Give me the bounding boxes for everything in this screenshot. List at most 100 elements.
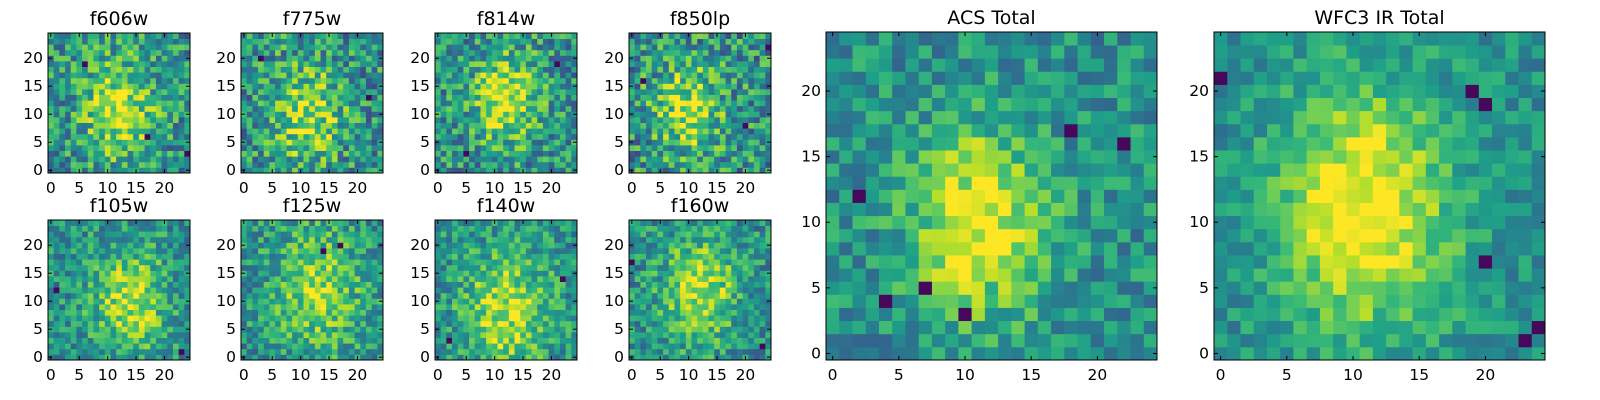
heatmap-cell (82, 150, 89, 157)
heatmap-cell (172, 145, 180, 151)
heatmap-cell (497, 236, 504, 243)
heatmap-cell (127, 315, 134, 322)
heatmap-cell (725, 337, 732, 344)
heatmap-cell (719, 133, 726, 140)
heatmap-cell (309, 298, 316, 305)
heatmap-cell (537, 337, 544, 344)
heatmap-cell (697, 348, 704, 355)
heatmap-cell (474, 315, 481, 322)
heatmap-cell (365, 343, 373, 350)
heatmap-cell (559, 61, 567, 67)
heatmap-cell (542, 343, 549, 350)
heatmap-cell (742, 298, 749, 305)
heatmap-cell (651, 276, 658, 282)
heatmap-cell (246, 220, 253, 226)
heatmap-cell (280, 122, 287, 129)
heatmap-cell (680, 276, 687, 282)
heatmap-cell (452, 332, 459, 338)
heatmap-cell (184, 337, 191, 344)
heatmap-cell (297, 139, 304, 146)
heatmap-cell (440, 72, 447, 79)
heatmap-cell (354, 100, 361, 107)
heatmap-cell (474, 225, 481, 232)
heatmap-cell (99, 89, 106, 95)
heatmap-cell (53, 145, 60, 151)
heatmap-cell (640, 49, 647, 56)
heatmap-cell (104, 100, 111, 107)
heatmap-cell (172, 66, 180, 73)
heatmap-cell (348, 128, 355, 135)
heatmap-cell (680, 145, 687, 151)
heatmap-cell (480, 100, 487, 107)
heatmap-cell (297, 100, 304, 107)
heatmap-cell (503, 83, 510, 90)
heatmap-cell (559, 270, 567, 277)
heatmap-cell (708, 156, 715, 163)
heatmap-cell (714, 72, 721, 79)
y-tick-label: 5 (33, 133, 43, 151)
heatmap-cell (150, 287, 157, 294)
heatmap-cell (326, 253, 333, 260)
heatmap-cell (178, 128, 185, 135)
heatmap-cell (87, 33, 94, 39)
heatmap-cell (685, 89, 692, 95)
x-tick-label: 15 (319, 179, 339, 197)
heatmap-cell (674, 117, 681, 123)
heatmap-cell (753, 354, 761, 361)
heatmap-cell (435, 66, 442, 73)
heatmap-cell (440, 337, 447, 344)
heatmap-cell (725, 128, 732, 135)
heatmap-cell (292, 270, 299, 277)
heatmap-cell (742, 122, 749, 129)
heatmap-cell (309, 133, 316, 140)
heatmap-cell (144, 298, 151, 305)
heatmap-cell (76, 343, 83, 350)
heatmap-cell (365, 292, 373, 299)
heatmap-cell (365, 309, 373, 316)
heatmap-cell (759, 55, 766, 62)
heatmap-cell (127, 94, 134, 101)
heatmap-cell (680, 326, 687, 333)
heatmap-cell (167, 270, 174, 277)
heatmap-cell (178, 220, 185, 226)
heatmap-cell (144, 315, 151, 322)
heatmap-cell (360, 332, 367, 338)
heatmap-cell (474, 111, 481, 118)
heatmap-cell (514, 117, 521, 123)
heatmap-cell (668, 89, 675, 95)
heatmap-cell (629, 161, 636, 168)
heatmap-cell (252, 231, 259, 238)
heatmap-cell (121, 38, 128, 45)
heatmap-cell (503, 242, 510, 249)
heatmap-cell (508, 89, 515, 95)
heatmap-cell (537, 49, 544, 56)
heatmap-cell (314, 128, 321, 135)
heatmap-cell (167, 122, 174, 129)
heatmap-cell (184, 253, 191, 260)
heatmap-cell (719, 128, 726, 135)
heatmap-cell (269, 55, 276, 62)
heatmap-cell (275, 304, 282, 310)
heatmap-cell (520, 281, 527, 288)
heatmap-cell (155, 44, 162, 51)
heatmap-cell (640, 156, 647, 163)
x-tick-label: 15 (319, 366, 339, 384)
heatmap-cell (765, 49, 772, 56)
heatmap-cell (371, 248, 378, 254)
heatmap-cell (48, 77, 55, 84)
heatmap-cell (93, 220, 100, 226)
heatmap-cell (371, 83, 378, 90)
heatmap-cell (702, 156, 709, 163)
heatmap-cell (70, 337, 77, 344)
heatmap-cell (155, 122, 162, 129)
heatmap-cell (297, 49, 304, 56)
heatmap-cell (178, 242, 185, 249)
heatmap-cell (719, 49, 726, 56)
x-tick-label: 20 (736, 179, 756, 197)
heatmap-cell (82, 326, 89, 333)
heatmap-cell (531, 94, 538, 101)
heatmap-cell (503, 156, 510, 163)
heatmap-cell (640, 117, 647, 123)
heatmap-cell (440, 105, 447, 112)
heatmap-cell (446, 343, 453, 350)
